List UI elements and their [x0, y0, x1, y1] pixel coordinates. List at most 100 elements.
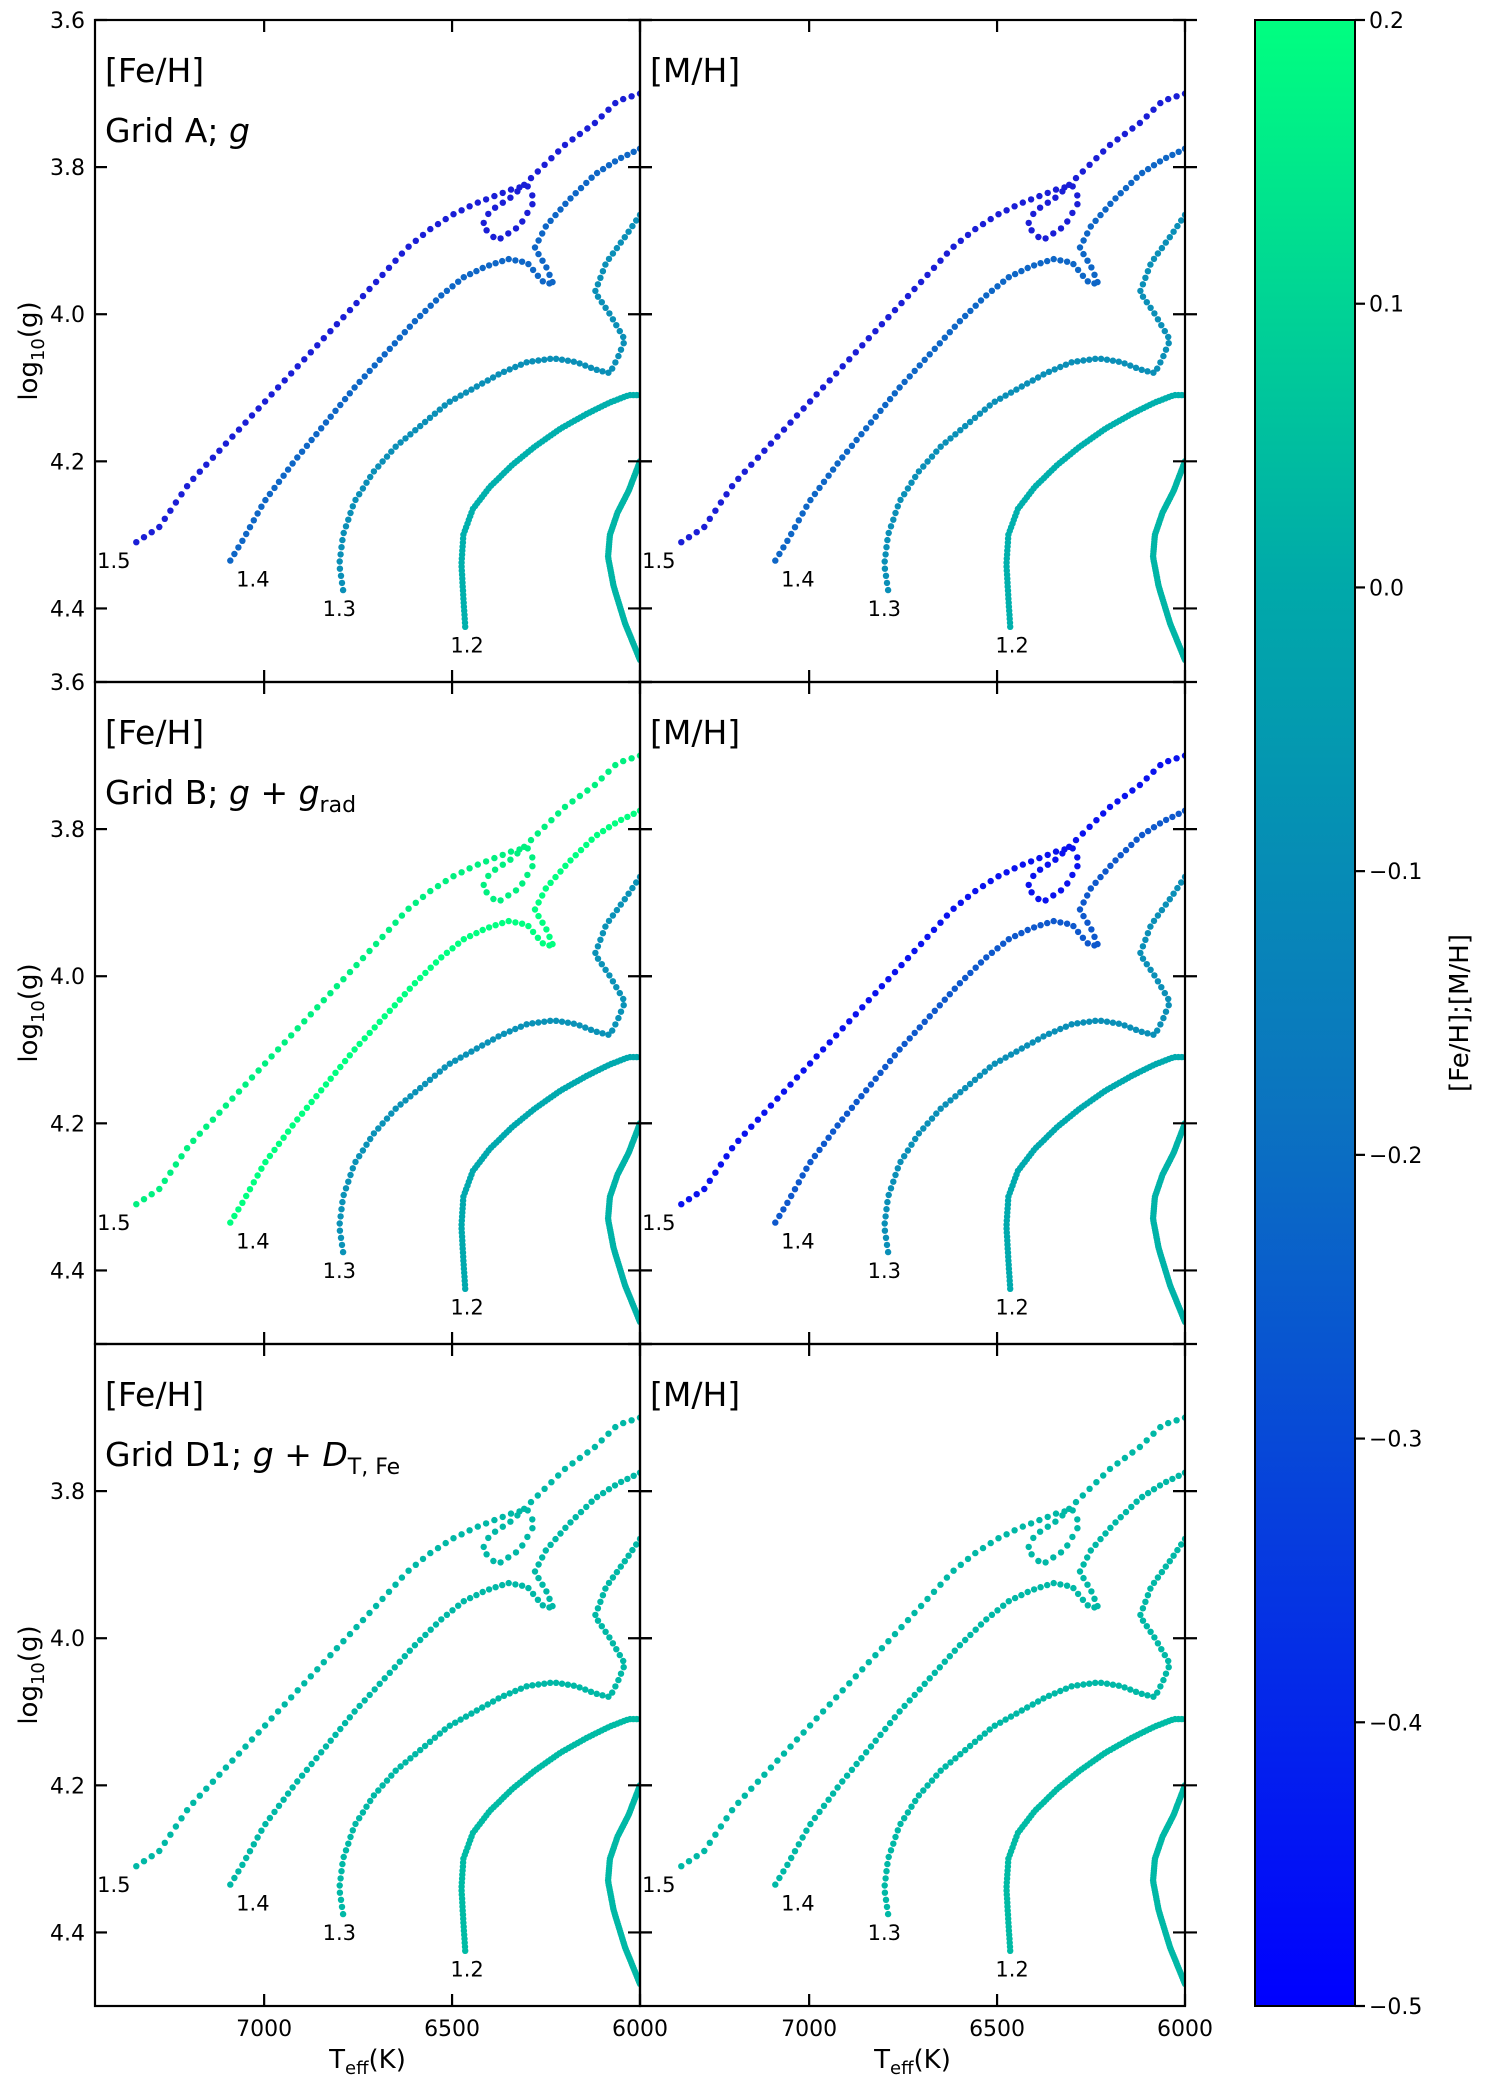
track-point — [419, 893, 427, 901]
track-point — [793, 1074, 801, 1081]
track-point — [613, 906, 621, 914]
track-point — [411, 318, 419, 325]
track-point — [630, 810, 637, 817]
track-point — [303, 1104, 311, 1112]
track-point — [587, 1026, 595, 1034]
track-1.4 — [772, 1469, 1185, 1888]
track-point — [754, 1116, 762, 1123]
track-point — [489, 1698, 497, 1705]
track-point — [492, 260, 499, 267]
track-point — [569, 798, 576, 805]
track-point — [392, 919, 399, 926]
track-point — [449, 283, 456, 290]
track-point — [728, 1145, 736, 1152]
track-point — [379, 1120, 386, 1127]
track-point — [294, 1778, 301, 1785]
track-point — [307, 1673, 314, 1680]
track-point — [872, 328, 879, 335]
track-point — [983, 954, 990, 961]
track-point — [567, 1519, 574, 1526]
track-point — [1050, 1579, 1057, 1587]
track-point — [243, 1854, 250, 1862]
track-point — [799, 1834, 806, 1841]
track-point — [479, 926, 486, 934]
track-point — [767, 440, 775, 447]
track-point — [1007, 389, 1015, 396]
track-point — [529, 1020, 536, 1027]
track-point — [341, 395, 349, 403]
track-point — [577, 184, 585, 192]
track-point — [427, 302, 434, 309]
track-point — [1072, 836, 1080, 844]
track-point — [598, 775, 605, 782]
track-point — [340, 1191, 347, 1199]
track-point — [894, 503, 901, 510]
track-point — [406, 323, 413, 330]
track-point — [706, 515, 713, 522]
track-point — [894, 1165, 901, 1172]
track-point — [1080, 1574, 1087, 1582]
track-1.4 — [227, 1469, 640, 1888]
track-point — [1147, 923, 1154, 930]
track-point — [1059, 188, 1066, 195]
track-point — [438, 954, 445, 961]
track-point — [490, 895, 497, 903]
track-point — [1018, 1591, 1025, 1599]
track-point — [167, 1831, 174, 1838]
track-point — [391, 340, 398, 347]
track-point — [327, 990, 334, 997]
track-point — [956, 1642, 964, 1649]
track-point — [620, 333, 627, 341]
track-point — [931, 345, 938, 352]
track-point — [338, 579, 346, 587]
track-point — [952, 431, 959, 438]
track-point — [1102, 868, 1109, 875]
track-point — [490, 233, 497, 241]
track-point — [548, 1479, 555, 1486]
track-point — [917, 940, 925, 948]
track-point — [396, 1658, 403, 1665]
track-point — [552, 211, 559, 219]
track-point — [1157, 1021, 1164, 1028]
track-point — [787, 419, 794, 426]
track-point — [361, 1035, 368, 1042]
track-point — [379, 458, 386, 465]
track-point — [261, 398, 269, 405]
track-point — [816, 1808, 823, 1816]
track-point — [1079, 272, 1087, 279]
track-point — [406, 1647, 413, 1654]
mass-label: 1.4 — [236, 1229, 269, 1253]
track-point — [1129, 125, 1136, 132]
track-point — [735, 1799, 742, 1807]
track-point — [332, 1069, 339, 1077]
track-point — [892, 509, 899, 517]
track-point — [539, 1554, 546, 1561]
track-point — [529, 1682, 536, 1689]
track-point — [1066, 1505, 1073, 1513]
track-point — [462, 389, 470, 396]
track-point — [446, 1722, 453, 1729]
track-point — [1137, 949, 1144, 957]
track-point — [567, 195, 574, 202]
track-point — [346, 968, 354, 976]
track-point — [338, 1206, 345, 1213]
track-point — [908, 479, 915, 486]
track-point — [1063, 1582, 1071, 1589]
track-point — [436, 1730, 443, 1737]
track-point — [1093, 155, 1100, 162]
track-point — [1097, 1017, 1105, 1024]
track-point — [548, 155, 555, 162]
panel-label-line1: [Fe/H] — [105, 1375, 204, 1414]
track-point — [479, 1042, 486, 1049]
track-point — [546, 933, 553, 940]
track-point — [336, 1889, 344, 1896]
track-point — [367, 1135, 374, 1143]
track-point — [371, 1686, 378, 1693]
track-point — [891, 390, 898, 397]
track-1.5 — [133, 90, 640, 546]
track-point — [933, 1110, 940, 1117]
track-point — [570, 1020, 577, 1027]
track-point — [359, 1809, 367, 1816]
track-point — [353, 299, 360, 307]
track-point — [231, 550, 238, 558]
